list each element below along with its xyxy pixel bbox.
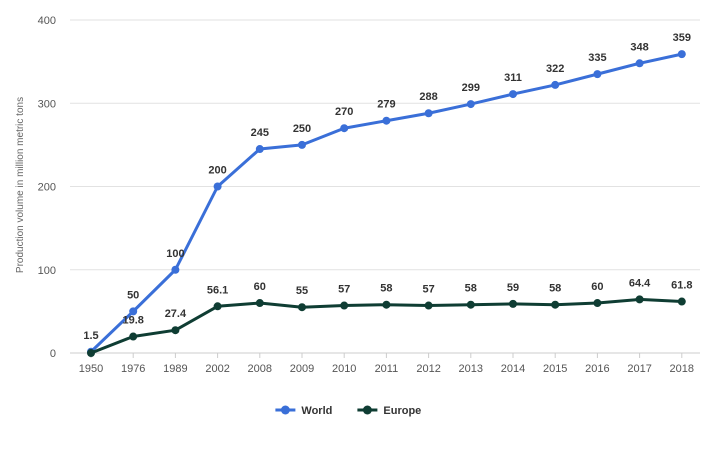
data-label-world-2012: 288 [419,91,437,103]
point-world-2018[interactable] [677,50,686,59]
point-europe-2002[interactable] [213,302,222,311]
y-tick-label-100: 100 [38,265,56,277]
x-tick-label-1989: 1989 [163,363,187,375]
point-europe-2008[interactable] [255,299,264,308]
data-label-europe-2012: 57 [422,284,434,296]
data-label-world-2017: 348 [630,41,648,53]
data-label-world-2010: 270 [335,106,353,118]
point-europe-2009[interactable] [298,303,306,312]
point-world-2013[interactable] [466,100,475,109]
data-label-world-1989: 100 [166,248,184,260]
point-world-2014[interactable] [509,90,517,99]
data-label-europe-2002: 56.1 [207,284,228,296]
data-label-europe-1976: 19.8 [122,315,143,327]
legend-item-world[interactable]: World [275,405,332,417]
point-europe-1989[interactable] [171,326,180,335]
legend-item-europe[interactable]: Europe [357,405,421,417]
point-europe-2018[interactable] [677,297,686,306]
data-label-europe-2008: 60 [254,281,266,293]
legend-swatch-marker-europe [362,405,372,415]
x-tick-label-2017: 2017 [627,363,651,375]
data-label-world-2009: 250 [293,123,311,135]
axis-layer: 0 100 200 300 400 1950 1976 1989 2002 2008 2009 201… [38,15,700,375]
y-tick-label-300: 300 [38,98,56,110]
data-label-europe-2011: 58 [380,283,392,295]
y-axis-title: Production volume in million metric tons [15,97,26,273]
x-tick-label-2018: 2018 [670,363,694,375]
x-tick-label-2015: 2015 [543,363,567,375]
point-world-2011[interactable] [382,116,391,125]
series-layer [87,50,686,357]
data-label-world-1976: 50 [127,289,139,301]
data-label-world-2015: 322 [546,63,564,75]
data-label-europe-2015: 58 [549,283,561,295]
data-label-world-1950: 1.5 [83,330,98,342]
point-europe-1976[interactable] [129,332,138,341]
point-world-2017[interactable] [635,59,644,68]
data-label-europe-2010: 57 [338,284,350,296]
legend-swatch-marker-world [280,405,290,415]
point-europe-2012[interactable] [424,301,433,310]
data-label-europe-2013: 58 [465,283,477,295]
data-label-world-2013: 299 [462,82,480,94]
legend-label-world: World [301,405,332,417]
point-europe-2014[interactable] [509,299,517,308]
point-world-2016[interactable] [593,70,602,79]
data-label-europe-2016: 60 [591,281,603,293]
data-label-world-2002: 200 [208,165,226,177]
point-europe-1950[interactable] [87,349,95,357]
point-world-2008[interactable] [255,145,264,154]
point-europe-2013[interactable] [466,300,475,309]
x-tick-label-2011: 2011 [375,363,399,375]
y-tick-label-400: 400 [38,15,56,27]
point-europe-2015[interactable] [551,300,560,309]
x-tick-label-2012: 2012 [416,363,440,375]
data-label-europe-2009: 55 [296,285,308,297]
point-world-2015[interactable] [551,80,560,89]
point-world-2012[interactable] [424,109,433,118]
point-europe-2011[interactable] [382,300,391,309]
data-label-world-2014: 311 [504,72,522,84]
x-tick-label-1950: 1950 [79,363,103,375]
data-label-world-2018: 359 [673,32,691,44]
point-world-2010[interactable] [340,124,349,133]
data-label-europe-2018: 61.8 [671,280,692,292]
x-tick-label-2008: 2008 [248,363,272,375]
data-label-europe-2017: 64.4 [629,277,651,289]
data-label-europe-1989: 27.4 [165,308,187,320]
y-tick-label-200: 200 [38,182,56,194]
data-label-layer: 1.5 50 100 200 245 250 270 279 288 299 311 322 335 34… [83,32,692,342]
point-world-1976[interactable] [129,307,138,316]
legend-label-europe: Europe [383,405,421,417]
x-tick-label-2010: 2010 [332,363,356,375]
point-europe-2010[interactable] [340,301,349,310]
data-label-world-2016: 335 [588,52,606,64]
x-tick-label-2009: 2009 [290,363,314,375]
x-tick-label-1976: 1976 [121,363,145,375]
legend[interactable]: World Europe [275,405,421,417]
point-europe-2017[interactable] [635,295,644,304]
data-label-europe-2014: 59 [507,282,519,294]
point-world-1989[interactable] [171,265,180,274]
x-tick-label-2014: 2014 [501,363,525,375]
grid-layer [70,19,700,271]
point-world-2002[interactable] [213,182,222,191]
data-label-world-2011: 279 [377,99,395,111]
x-tick-label-2002: 2002 [205,363,229,375]
point-world-2009[interactable] [298,140,306,149]
x-tick-label-2016: 2016 [585,363,609,375]
point-europe-2016[interactable] [593,299,602,308]
y-tick-label-0: 0 [50,348,56,360]
x-tick-label-2013: 2013 [459,363,483,375]
data-label-world-2008: 245 [251,127,269,139]
